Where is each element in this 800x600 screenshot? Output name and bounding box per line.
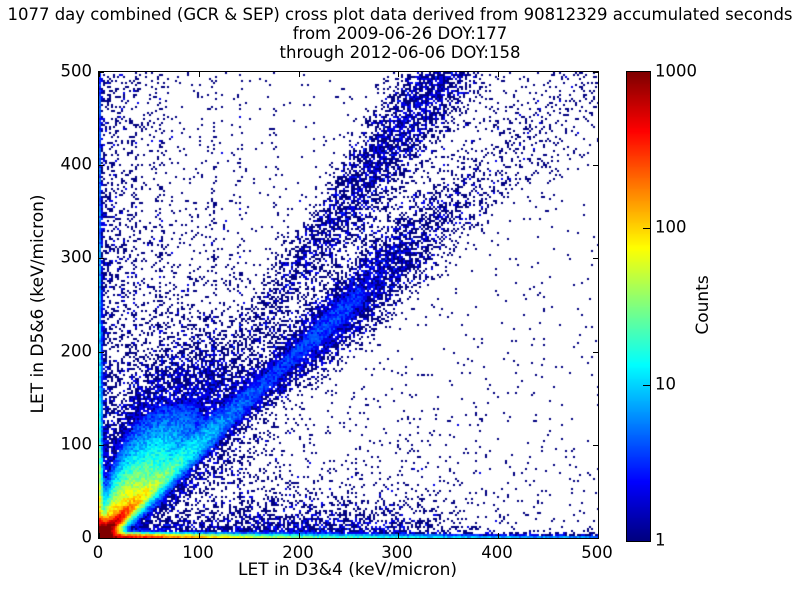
axis-tick-mark <box>498 533 499 538</box>
axis-tick-mark <box>199 533 200 538</box>
x-tick-label: 500 <box>581 543 613 562</box>
y-tick-label: 300 <box>60 247 93 267</box>
figure-title: 1077 day combined (GCR & SEP) cross plot… <box>0 5 800 62</box>
axis-tick-mark <box>99 533 100 538</box>
axis-tick-mark <box>99 258 104 259</box>
colorbar-label: Counts <box>693 275 713 335</box>
colorbar-tick-label: 100 <box>655 217 687 237</box>
axis-tick-mark <box>199 72 200 77</box>
x-tick-label: 0 <box>92 543 104 562</box>
title-line-1: 1077 day combined (GCR & SEP) cross plot… <box>7 5 793 24</box>
y-tick-label: 100 <box>60 434 93 454</box>
axis-tick-mark <box>299 72 300 77</box>
y-axis-label: LET in D5&6 (keV/micron) <box>28 194 48 414</box>
axis-tick-mark <box>598 72 599 77</box>
axis-tick-mark <box>99 538 104 539</box>
x-tick-label: 100 <box>182 543 214 562</box>
colorbar-tick-mark <box>643 385 650 386</box>
colorbar <box>626 71 651 542</box>
title-line-2: from 2009-06-26 DOY:177 <box>292 24 508 43</box>
colorbar-tick-mark <box>643 228 650 229</box>
axis-tick-mark <box>593 72 598 73</box>
axis-tick-mark <box>593 258 598 259</box>
y-tick-label: 500 <box>60 61 93 81</box>
axis-tick-mark <box>593 352 598 353</box>
colorbar-tick-label: 10 <box>655 374 676 394</box>
axis-tick-mark <box>398 72 399 77</box>
axis-tick-mark <box>99 72 104 73</box>
axis-tick-mark <box>593 165 598 166</box>
plot-area <box>98 71 599 539</box>
axis-tick-mark <box>398 533 399 538</box>
axis-tick-mark <box>593 538 598 539</box>
axis-tick-mark <box>99 352 104 353</box>
axis-tick-mark <box>598 533 599 538</box>
x-tick-label: 200 <box>282 543 314 562</box>
x-axis-label: LET in D3&4 (keV/micron) <box>237 560 458 580</box>
axis-tick-mark <box>99 72 100 77</box>
y-tick-label: 200 <box>60 341 93 361</box>
axis-tick-mark <box>299 533 300 538</box>
colorbar-tick-label: 1 <box>655 530 666 550</box>
cross-plot-heatmap-canvas <box>99 72 598 538</box>
axis-tick-mark <box>593 445 598 446</box>
x-tick-label: 300 <box>381 543 413 562</box>
axis-tick-mark <box>498 72 499 77</box>
y-tick-label: 400 <box>60 154 93 174</box>
title-line-3: through 2012-06-06 DOY:158 <box>279 43 521 62</box>
x-tick-label: 400 <box>481 543 513 562</box>
colorbar-gradient-canvas <box>627 72 650 541</box>
colorbar-tick-label: 1000 <box>655 61 697 81</box>
axis-tick-mark <box>99 165 104 166</box>
axis-tick-mark <box>99 445 104 446</box>
y-tick-label: 0 <box>81 527 93 547</box>
